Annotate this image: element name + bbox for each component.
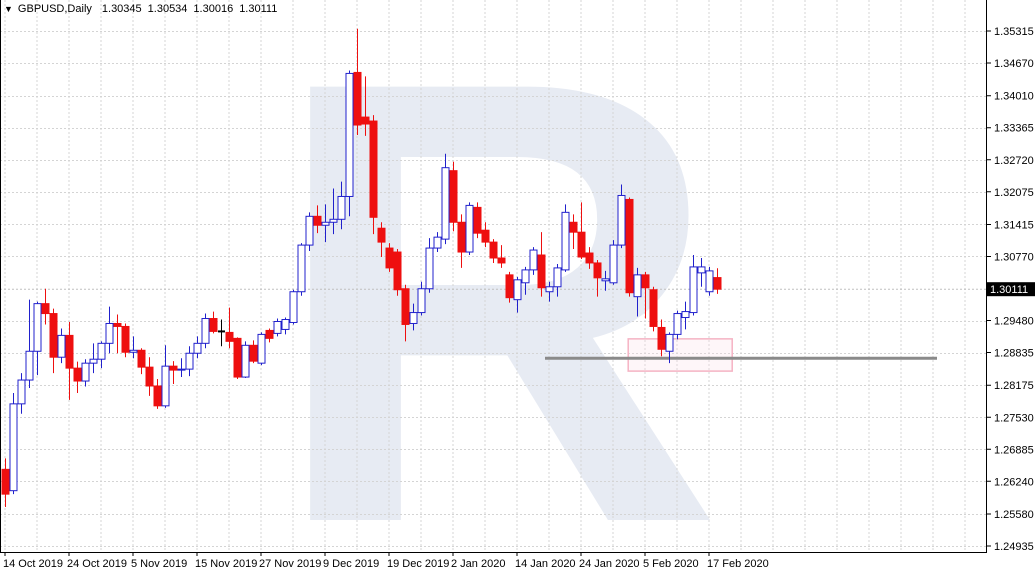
ohlc-open: 1.30345	[101, 3, 142, 15]
svg-text:1.26240: 1.26240	[994, 476, 1034, 488]
svg-text:1.35315: 1.35315	[994, 26, 1034, 38]
ohlc-low: 1.30016	[193, 3, 234, 15]
time-axis[interactable]: 14 Oct 2019 24 Oct 2019 5 Nov 2019 15 Nov 2…	[3, 552, 769, 570]
svg-text:1.30770: 1.30770	[994, 251, 1034, 263]
highlight-box[interactable]	[627, 338, 733, 372]
svg-text:14 Oct 2019: 14 Oct 2019	[3, 558, 63, 570]
watermark-letter: R	[268, 0, 723, 572]
svg-text:1.27530: 1.27530	[994, 412, 1034, 424]
svg-text:1.33365: 1.33365	[994, 123, 1034, 135]
symbol-period-label: GBPUSD,Daily	[17, 3, 92, 15]
ohlc-high: 1.30534	[147, 3, 188, 15]
price-axis[interactable]: 1.35315 1.34670 1.34010 1.33365 1.32720 1.320…	[986, 26, 1034, 553]
svg-text:5 Feb 2020: 5 Feb 2020	[643, 558, 699, 570]
svg-text:1.34670: 1.34670	[994, 58, 1034, 70]
current-price-tag: 1.30111	[987, 282, 1035, 297]
svg-text:9 Dec 2019: 9 Dec 2019	[323, 558, 379, 570]
svg-text:1.28835: 1.28835	[994, 348, 1034, 360]
svg-text:1.29480: 1.29480	[994, 316, 1034, 328]
svg-text:1.31415: 1.31415	[994, 219, 1034, 231]
svg-text:19 Dec 2019: 19 Dec 2019	[387, 558, 449, 570]
svg-text:24 Oct 2019: 24 Oct 2019	[67, 558, 127, 570]
symbol-dropdown-icon[interactable]: ▼	[4, 3, 13, 14]
svg-text:15 Nov 2019: 15 Nov 2019	[195, 558, 257, 570]
svg-text:14 Jan 2020: 14 Jan 2020	[515, 558, 576, 570]
chart-frame	[0, 0, 987, 553]
svg-text:1.24935: 1.24935	[994, 541, 1034, 553]
svg-text:17 Feb 2020: 17 Feb 2020	[707, 558, 769, 570]
svg-text:1.30111: 1.30111	[990, 284, 1028, 296]
svg-text:1.25580: 1.25580	[994, 509, 1034, 521]
svg-text:1.32075: 1.32075	[994, 187, 1034, 199]
svg-text:R: R	[268, 0, 723, 572]
svg-text:27 Nov 2019: 27 Nov 2019	[259, 558, 321, 570]
svg-text:2 Jan 2020: 2 Jan 2020	[451, 558, 505, 570]
chart-header: ▼ GBPUSD,Daily 1.30345 1.30534 1.30016 1…	[4, 3, 283, 15]
ohlc-close: 1.30111	[239, 3, 278, 15]
svg-text:1.28175: 1.28175	[994, 380, 1034, 392]
svg-text:5 Nov 2019: 5 Nov 2019	[131, 558, 187, 570]
svg-text:1.34010: 1.34010	[994, 91, 1034, 103]
svg-text:24 Jan 2020: 24 Jan 2020	[579, 558, 640, 570]
svg-text:1.26885: 1.26885	[994, 444, 1034, 456]
svg-text:1.32720: 1.32720	[994, 155, 1034, 167]
candlesticks	[1, 28, 722, 508]
